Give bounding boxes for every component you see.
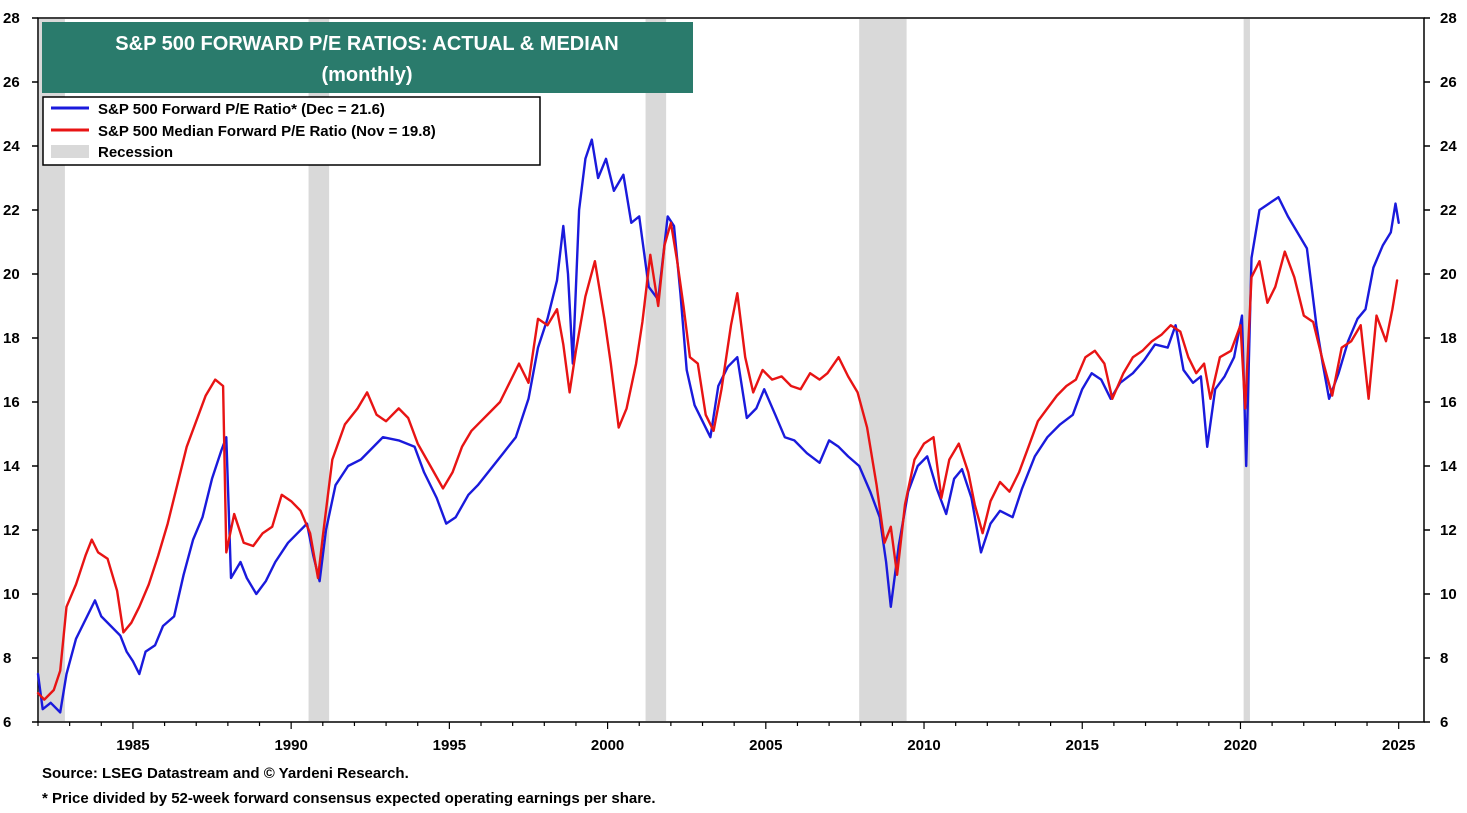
y-tick-label-right: 8 [1440,650,1448,667]
y-tick-label-left: 12 [3,522,20,539]
x-tick-label: 1985 [116,737,149,754]
y-tick-label-right: 12 [1440,522,1457,539]
y-tick-label-left: 14 [3,458,20,475]
legend-swatch-recession [51,145,89,158]
chart-title-box: S&P 500 FORWARD P/E RATIOS: ACTUAL & MED… [42,22,693,93]
legend: S&P 500 Forward P/E Ratio* (Dec = 21.6) … [42,96,541,166]
legend-label-actual: S&P 500 Forward P/E Ratio* (Dec = 21.6) [98,101,385,118]
legend-label-median: S&P 500 Median Forward P/E Ratio (Nov = … [98,123,436,140]
chart-title: S&P 500 FORWARD P/E RATIOS: ACTUAL & MED… [115,33,618,55]
x-tick-label: 1990 [274,737,307,754]
recession-band-3 [859,19,907,721]
y-tick-label-right: 14 [1440,458,1457,475]
y-tick-label-right: 16 [1440,394,1457,411]
footnote: * Price divided by 52-week forward conse… [42,790,656,807]
x-tick-label: 2020 [1224,737,1257,754]
legend-label-recession: Recession [98,144,173,161]
x-tick-label: 1995 [433,737,466,754]
series-line-actual [36,138,1400,714]
legend-box [42,96,541,166]
y-tick-label-right: 6 [1440,714,1448,731]
y-tick-label-right: 24 [1440,138,1457,155]
title-background [42,22,693,93]
y-tick-label-left: 6 [3,714,11,731]
y-tick-label-left: 10 [3,586,20,603]
y-tick-label-left: 16 [3,394,20,411]
y-tick-label-left: 28 [3,10,20,27]
y-tick-label-right: 26 [1440,74,1457,91]
y-tick-label-right: 18 [1440,330,1457,347]
x-tick-label: 2005 [749,737,782,754]
chart-subtitle: (monthly) [321,64,412,86]
x-tick-label: 2025 [1382,737,1415,754]
y-tick-label-left: 18 [3,330,20,347]
recession-band-2 [645,19,667,721]
y-tick-label-left: 8 [3,650,11,667]
x-tick-label: 2015 [1066,737,1099,754]
x-tick-label: 2010 [907,737,940,754]
y-tick-label-left: 22 [3,202,20,219]
y-tick-label-left: 26 [3,74,20,91]
series-lines [36,138,1400,714]
y-tick-label-right: 22 [1440,202,1457,219]
y-tick-label-right: 20 [1440,266,1457,283]
y-tick-label-right: 10 [1440,586,1457,603]
y-tick-label-left: 20 [3,266,20,283]
y-tick-label-left: 24 [3,138,20,155]
source-note: Source: LSEG Datastream and © Yardeni Re… [42,765,409,782]
x-tick-label: 2000 [591,737,624,754]
y-tick-label-right: 28 [1440,10,1457,27]
series-line-median [36,221,1399,701]
